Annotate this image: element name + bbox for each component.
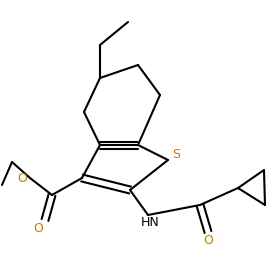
- Text: O: O: [17, 172, 27, 185]
- Text: O: O: [203, 233, 213, 247]
- Text: HN: HN: [141, 216, 159, 229]
- Text: S: S: [172, 148, 180, 162]
- Text: O: O: [33, 221, 43, 234]
